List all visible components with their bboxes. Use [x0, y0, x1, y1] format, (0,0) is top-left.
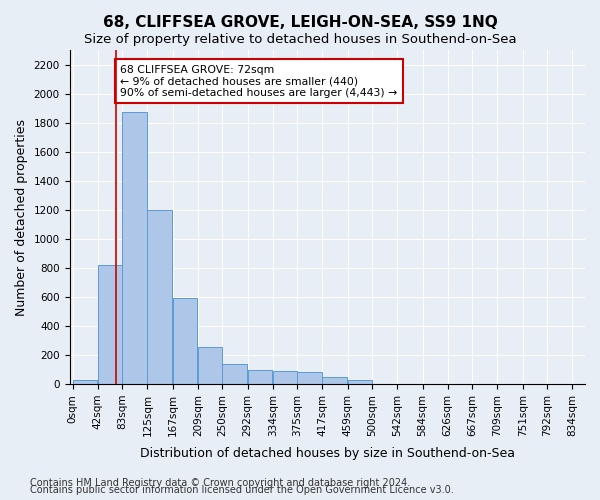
Text: 68 CLIFFSEA GROVE: 72sqm
← 9% of detached houses are smaller (440)
90% of semi-d: 68 CLIFFSEA GROVE: 72sqm ← 9% of detache… — [121, 64, 398, 98]
Bar — [122, 112, 147, 384]
Bar — [223, 364, 247, 384]
Text: Contains HM Land Registry data © Crown copyright and database right 2024.: Contains HM Land Registry data © Crown c… — [30, 478, 410, 488]
Bar — [347, 380, 372, 384]
Bar — [297, 372, 322, 384]
Bar — [322, 377, 347, 384]
Bar — [98, 265, 122, 384]
Bar — [248, 370, 272, 384]
Bar — [148, 210, 172, 384]
Text: 68, CLIFFSEA GROVE, LEIGH-ON-SEA, SS9 1NQ: 68, CLIFFSEA GROVE, LEIGH-ON-SEA, SS9 1N… — [103, 15, 497, 30]
Text: Size of property relative to detached houses in Southend-on-Sea: Size of property relative to detached ho… — [83, 32, 517, 46]
Bar — [173, 298, 197, 384]
Bar — [73, 380, 97, 384]
Y-axis label: Number of detached properties: Number of detached properties — [15, 118, 28, 316]
Text: Contains public sector information licensed under the Open Government Licence v3: Contains public sector information licen… — [30, 485, 454, 495]
Bar — [273, 371, 297, 384]
X-axis label: Distribution of detached houses by size in Southend-on-Sea: Distribution of detached houses by size … — [140, 447, 515, 460]
Bar — [198, 347, 223, 384]
